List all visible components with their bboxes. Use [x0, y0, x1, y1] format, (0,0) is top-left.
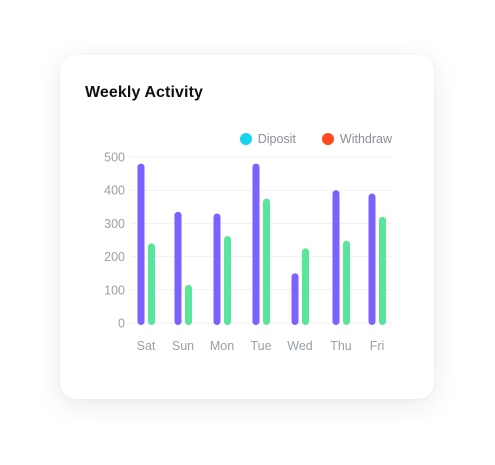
bar-deposit	[174, 211, 182, 325]
x-tick-label: Fri	[370, 339, 385, 353]
x-tick-label: Sat	[137, 339, 156, 353]
weekly-activity-card: Weekly Activity Diposit Withdraw 500 400 3…	[60, 55, 434, 399]
y-tick-label: 200	[104, 250, 125, 264]
legend-dot-withdraw	[321, 133, 334, 145]
bar-deposit	[137, 163, 145, 325]
y-tick-label: 300	[104, 217, 125, 231]
grid-lines	[130, 156, 392, 324]
y-tick-label: 400	[104, 184, 125, 198]
y-axis-labels: 500 400 300 200 100 0	[104, 151, 125, 331]
y-tick-label: 0	[118, 317, 125, 331]
bar-withdraw	[148, 243, 155, 325]
x-tick-label: Thu	[330, 339, 352, 353]
bar-withdraw	[343, 240, 350, 325]
legend-item-deposit: Diposit	[239, 132, 296, 146]
bar-withdraw	[263, 198, 270, 325]
bars	[137, 163, 386, 325]
bar-withdraw	[379, 216, 386, 325]
y-tick-label: 100	[104, 283, 125, 297]
legend-dot-deposit	[239, 133, 252, 145]
bar-deposit	[332, 190, 340, 325]
bar-deposit	[213, 213, 221, 325]
x-tick-label: Sun	[172, 339, 194, 353]
legend-label-deposit: Diposit	[257, 132, 296, 146]
bar-withdraw	[185, 284, 192, 325]
legend-label-withdraw: Withdraw	[339, 132, 392, 146]
chart-legend: Diposit Withdraw	[239, 132, 392, 146]
bar-withdraw	[302, 248, 309, 325]
x-tick-label: Tue	[250, 339, 271, 353]
bar-chart: 500 400 300 200 100 0 Sat Sun Mon Tue Wed Thu Fri	[104, 151, 392, 353]
legend-item-withdraw: Withdraw	[321, 132, 392, 146]
bar-deposit	[252, 163, 260, 325]
bar-withdraw	[224, 236, 231, 325]
bar-deposit	[291, 273, 299, 325]
card-title: Weekly Activity	[85, 84, 203, 101]
y-tick-label: 500	[104, 151, 125, 165]
x-tick-label: Wed	[287, 339, 313, 353]
x-axis-labels: Sat Sun Mon Tue Wed Thu Fri	[137, 339, 385, 353]
bar-deposit	[368, 193, 376, 325]
x-tick-label: Mon	[210, 339, 234, 353]
